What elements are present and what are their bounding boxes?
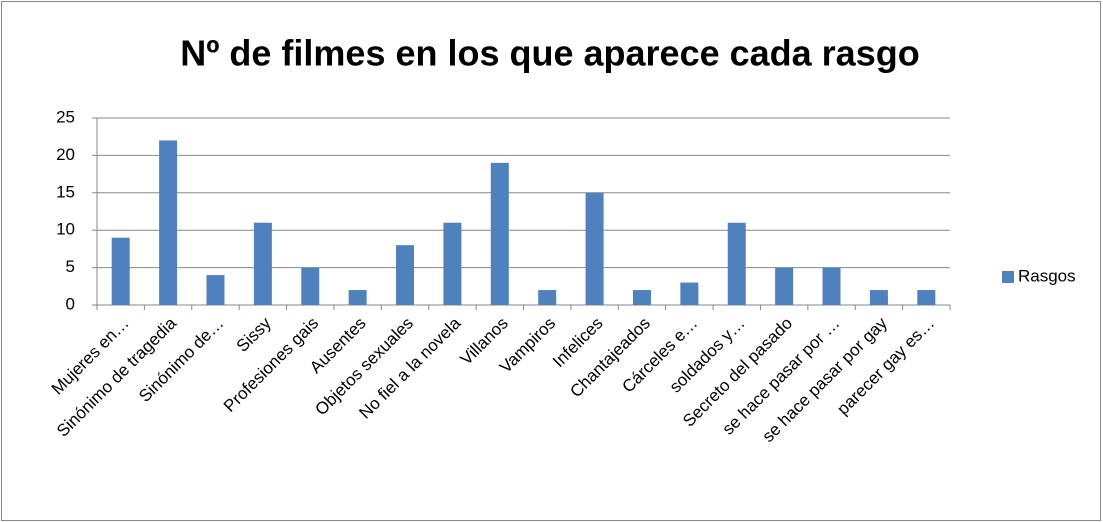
bar xyxy=(869,290,888,305)
bar xyxy=(159,140,178,305)
bar xyxy=(585,192,604,305)
bar xyxy=(301,267,320,305)
chart-title: Nº de filmes en los que aparece cada ras… xyxy=(180,33,919,74)
bar xyxy=(917,290,936,305)
bar xyxy=(443,222,462,305)
y-tick-label: 0 xyxy=(66,294,75,313)
bar xyxy=(111,237,130,305)
y-tick-label: 5 xyxy=(66,257,75,276)
bar xyxy=(680,282,699,305)
bar xyxy=(822,267,841,305)
legend-label: Rasgos xyxy=(1018,266,1076,285)
bar xyxy=(206,275,225,305)
y-tick-label: 10 xyxy=(56,220,75,239)
bar xyxy=(348,290,367,305)
legend-swatch xyxy=(1002,271,1014,283)
y-tick-label: 20 xyxy=(56,145,75,164)
bar xyxy=(396,245,415,305)
bar xyxy=(727,222,746,305)
y-tick-label: 15 xyxy=(56,182,75,201)
bar xyxy=(490,162,509,305)
bar xyxy=(253,222,272,305)
bar xyxy=(775,267,794,305)
bar xyxy=(538,290,557,305)
bar xyxy=(632,290,651,305)
y-tick-label: 25 xyxy=(56,107,75,126)
